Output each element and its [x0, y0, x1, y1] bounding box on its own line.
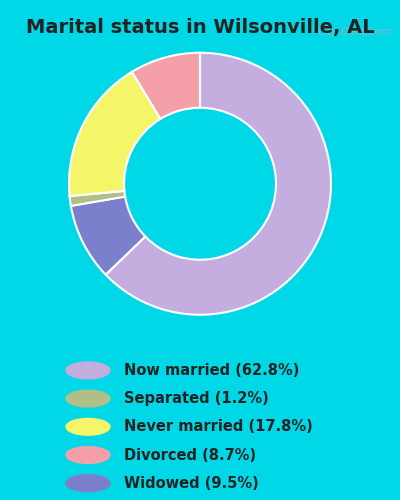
Wedge shape	[70, 191, 125, 206]
Circle shape	[66, 475, 110, 492]
Wedge shape	[71, 196, 145, 274]
Text: City-Data.com: City-Data.com	[318, 27, 392, 37]
Text: Widowed (9.5%): Widowed (9.5%)	[124, 476, 259, 490]
Text: Never married (17.8%): Never married (17.8%)	[124, 420, 313, 434]
Text: Now married (62.8%): Now married (62.8%)	[124, 363, 299, 378]
Text: Divorced (8.7%): Divorced (8.7%)	[124, 448, 256, 462]
Text: Separated (1.2%): Separated (1.2%)	[124, 391, 269, 406]
Circle shape	[66, 362, 110, 379]
Circle shape	[66, 390, 110, 407]
Wedge shape	[69, 72, 160, 196]
Circle shape	[66, 446, 110, 464]
Wedge shape	[106, 52, 331, 314]
Wedge shape	[132, 52, 200, 119]
Circle shape	[66, 418, 110, 435]
Text: Marital status in Wilsonville, AL: Marital status in Wilsonville, AL	[26, 18, 374, 36]
